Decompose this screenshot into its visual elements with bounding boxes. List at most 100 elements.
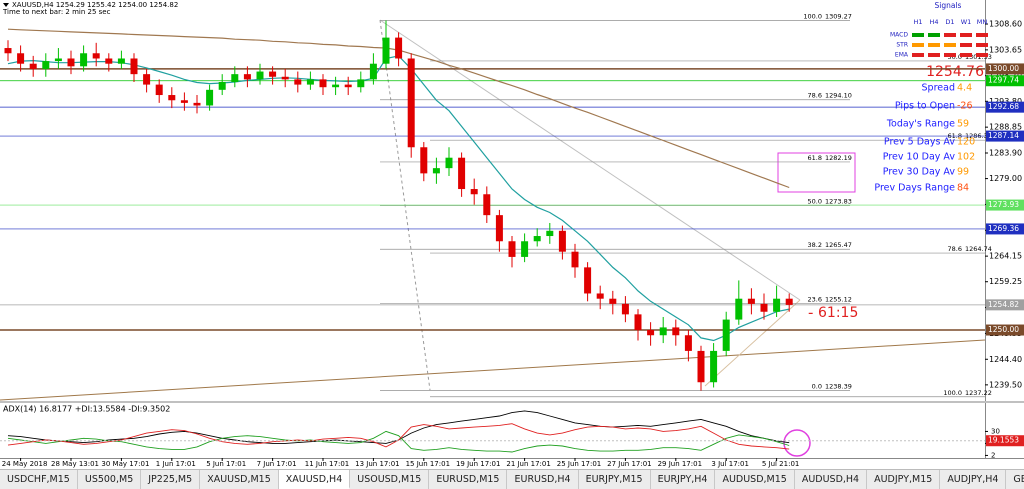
- chart-tab[interactable]: US500,M5: [78, 470, 142, 489]
- y-tick-label: 1283.90: [989, 149, 1022, 158]
- chart-tab[interactable]: XAUUSD,M15: [200, 470, 279, 489]
- candle-body: [697, 350, 705, 383]
- candle-body: [483, 194, 491, 216]
- x-tick-label: 15 Jun 17:01: [406, 460, 450, 468]
- candle-body: [420, 147, 428, 174]
- signal-cell: [912, 33, 924, 37]
- signal-row-label: EMA: [895, 52, 909, 59]
- fib-price: 1265.47: [825, 241, 852, 249]
- candle-body: [773, 298, 781, 312]
- signal-column: H1: [913, 18, 922, 26]
- info-label: Pips to Open: [895, 101, 955, 112]
- candle-body: [243, 74, 251, 80]
- signal-cell: [960, 43, 972, 47]
- info-value: 99: [957, 167, 969, 178]
- x-tick-label: 11 Jun 17:01: [305, 460, 349, 468]
- x-tick-label: 28 May 13:01: [51, 460, 99, 468]
- candle-body: [357, 79, 365, 88]
- candle-body: [584, 267, 592, 294]
- chart-tab[interactable]: AUDUSD,M15: [715, 470, 795, 489]
- x-tick-label: 5 Jul 21:01: [762, 460, 800, 468]
- level-box: [986, 63, 1024, 75]
- signal-cell: [976, 53, 988, 57]
- candle-body: [92, 53, 100, 59]
- candle-body: [17, 53, 25, 64]
- candle-body: [80, 53, 88, 67]
- signal-column: H4: [929, 18, 938, 26]
- signal-cell: [928, 33, 940, 37]
- candle-body: [609, 298, 617, 304]
- x-tick-label: 29 Jun 17:01: [658, 460, 702, 468]
- candle-body: [306, 79, 314, 85]
- chart-tab[interactable]: EURJPY,H4: [651, 470, 716, 489]
- candle-body: [168, 95, 176, 101]
- candle-body: [533, 236, 541, 242]
- candle-body: [747, 298, 755, 304]
- signal-cell: [976, 43, 988, 47]
- x-tick-label: 21 Jun 17:01: [506, 460, 550, 468]
- x-tick-label: 3 Jul 17:01: [711, 460, 749, 468]
- signals-title: Signals: [935, 1, 962, 10]
- chart: XAUUSD,H4 1254.29 1255.42 1254.00 1254.8…: [0, 0, 1024, 469]
- signal-cell: [912, 43, 924, 47]
- chart-tab[interactable]: USOUSD,M15: [350, 470, 430, 489]
- chart-tab[interactable]: USDCHF,M15: [0, 470, 78, 489]
- y-tick-label: 1239.50: [989, 380, 1022, 389]
- trend-line: [704, 299, 801, 387]
- fib-level: 38.2: [808, 241, 822, 249]
- x-tick-label: 24 May 2018: [2, 460, 48, 468]
- level-box: [986, 324, 1024, 336]
- fib-price: 1264.74: [965, 245, 992, 253]
- candle-body: [684, 335, 692, 351]
- signal-column: D1: [945, 18, 954, 26]
- candle-body: [672, 327, 680, 336]
- chart-tab[interactable]: EURJPY,M15: [579, 470, 651, 489]
- chart-tab[interactable]: EURUSD,H4: [507, 470, 579, 489]
- chart-tab[interactable]: XAUUSD,H4: [278, 470, 351, 489]
- fib-level: 78.6: [808, 92, 822, 100]
- candle-body: [432, 168, 440, 174]
- candle-body: [395, 37, 403, 59]
- chart-tab[interactable]: AUDJPY,H4: [940, 470, 1007, 489]
- indicator-tick-label: 30: [991, 427, 1000, 435]
- candle-body: [105, 58, 113, 64]
- candle-body: [722, 319, 730, 351]
- countdown: 61:15: [818, 305, 858, 321]
- signal-cell: [928, 53, 940, 57]
- chart-tab[interactable]: EURUSD,M15: [429, 470, 508, 489]
- candle-body: [596, 293, 604, 299]
- info-label: Prev 10 Day Av: [883, 152, 956, 163]
- chart-tab[interactable]: GBPUSD,M15: [1006, 470, 1024, 489]
- y-tick-label: 1244.40: [989, 355, 1022, 364]
- level-box: [986, 130, 1024, 142]
- fib-level: 100.0: [943, 389, 962, 397]
- x-tick-label: 1 Jun 17:01: [156, 460, 196, 468]
- highlight-box: [777, 152, 856, 193]
- bar-timer: Time to next bar: 2 min 25 sec: [2, 8, 111, 16]
- candle-body: [143, 74, 151, 85]
- candle-body: [42, 61, 50, 69]
- signal-row-label: STR: [896, 42, 908, 49]
- info-label: Today's Range: [886, 119, 955, 130]
- current-price: 1254.76: [926, 64, 984, 80]
- fib-price: 1273.83: [825, 198, 852, 206]
- chart-tab[interactable]: AUDJPY,M15: [867, 470, 941, 489]
- fib-level: 50.0: [808, 198, 822, 206]
- level-box: [986, 101, 1024, 113]
- chart-tab[interactable]: JP225,M5: [141, 470, 201, 489]
- x-tick-label: 27 Jun 17:01: [607, 460, 651, 468]
- candle-body: [634, 314, 642, 331]
- level-label: 1292.68: [988, 102, 1019, 111]
- chart-tab[interactable]: AUDUSD,H4: [795, 470, 868, 489]
- x-tick-label: 25 Jun 17:01: [557, 460, 601, 468]
- fib-price: 1282.19: [825, 154, 852, 162]
- signal-cell: [960, 33, 972, 37]
- indicator-line: [7, 430, 790, 453]
- indicator-line: [7, 423, 790, 450]
- y-tick-label: 1288.85: [989, 123, 1022, 132]
- candle-body: [735, 298, 743, 320]
- fib-price: 1309.27: [825, 13, 852, 21]
- x-tick-label: 19 Jun 17:01: [456, 460, 500, 468]
- info-label: Prev 5 Days Av: [884, 137, 955, 148]
- candle-body: [458, 157, 466, 190]
